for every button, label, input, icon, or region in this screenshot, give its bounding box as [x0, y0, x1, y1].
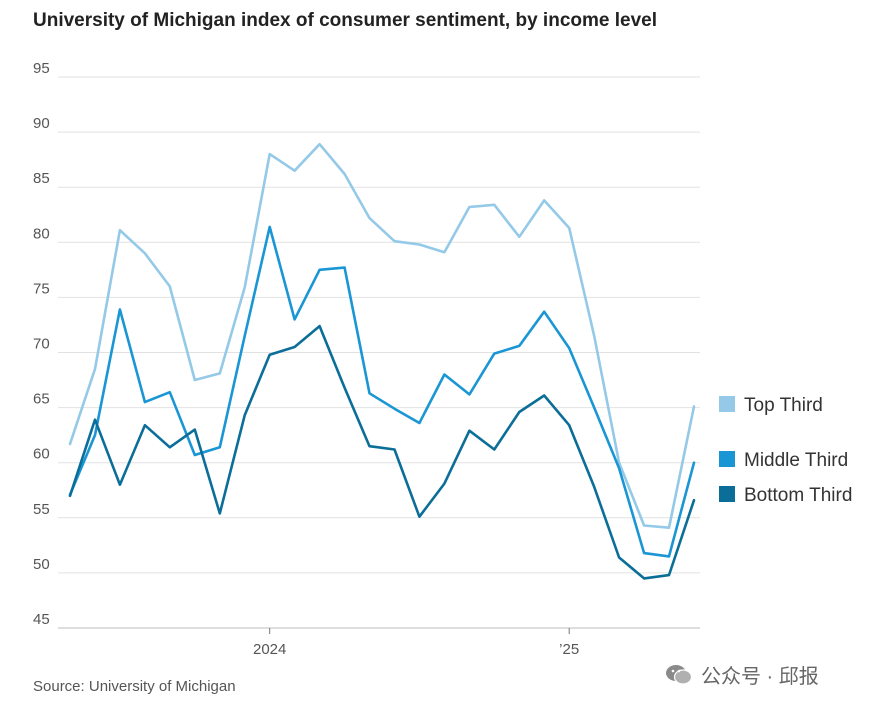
legend-swatch-bottom-third: [719, 486, 735, 502]
legend: Top Third Middle Third Bottom Third: [719, 395, 852, 506]
series-line-top-third: [68, 142, 696, 530]
legend-swatch-top-third: [719, 396, 735, 412]
x-tick-label: ’25: [559, 641, 579, 658]
y-tick-label: 70: [33, 336, 50, 353]
y-tick-label: 50: [33, 556, 50, 573]
y-tick-label: 60: [33, 446, 50, 463]
y-tick-label: 55: [33, 501, 50, 518]
chart-title: University of Michigan index of consumer…: [33, 10, 657, 31]
y-tick-label: 85: [33, 170, 50, 187]
y-tick-label: 95: [33, 60, 50, 77]
watermark: 公众号 · 邱报: [665, 660, 819, 689]
series-lines: [68, 142, 696, 580]
grid-lines: [58, 76, 700, 629]
legend-swatch-middle-third: [719, 451, 735, 467]
series-line-bottom-third: [68, 324, 696, 580]
legend-label-middle-third: Middle Third: [744, 450, 848, 471]
series-line-middle-third: [68, 225, 696, 558]
x-tick-label: 2024: [253, 641, 286, 658]
x-axis-ticks: 2024 ’25: [253, 628, 579, 658]
source-note: Source: University of Michigan: [33, 678, 236, 695]
y-axis-ticks: 45 50 55 60 65 70 75 80 85 90 95: [33, 60, 50, 628]
y-tick-label: 80: [33, 225, 50, 242]
legend-label-bottom-third: Bottom Third: [744, 485, 852, 506]
watermark-text: 公众号 · 邱报: [701, 666, 819, 688]
y-tick-label: 45: [33, 611, 50, 628]
legend-label-top-third: Top Third: [744, 395, 823, 416]
y-tick-label: 90: [33, 115, 50, 132]
y-tick-label: 75: [33, 280, 50, 297]
y-tick-label: 65: [33, 391, 50, 408]
wechat-icon: [666, 664, 693, 685]
